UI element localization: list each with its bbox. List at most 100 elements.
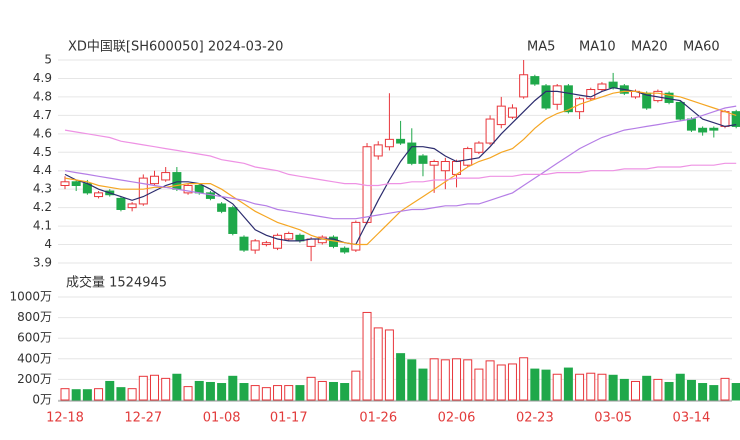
volume-bar bbox=[653, 378, 663, 401]
volume-bar bbox=[138, 375, 148, 401]
volume-bar bbox=[507, 363, 517, 401]
volume-bar bbox=[239, 383, 249, 401]
y-tick-label: 4.5 bbox=[33, 145, 52, 159]
volume-bar bbox=[474, 368, 484, 401]
legend-entry: MA60 bbox=[683, 40, 720, 55]
ma-line bbox=[64, 129, 737, 187]
volume-bar bbox=[217, 383, 227, 401]
y-tick-label: 400万 bbox=[17, 351, 52, 365]
chart-title: XD中国联[SH600050] 2024-03-20 bbox=[68, 40, 283, 55]
volume-bar bbox=[317, 380, 327, 401]
volume-bar bbox=[563, 367, 573, 401]
candle-body bbox=[172, 172, 182, 190]
legend-entry: MA10 bbox=[579, 40, 616, 55]
candle-body bbox=[250, 240, 260, 251]
candle-body bbox=[496, 105, 506, 126]
y-tick-label: 800万 bbox=[17, 310, 52, 324]
candle-body bbox=[384, 138, 394, 148]
y-tick-label: 4.6 bbox=[33, 126, 52, 140]
candle-body bbox=[429, 161, 439, 166]
candle-body bbox=[709, 127, 719, 131]
candle-body bbox=[194, 184, 204, 194]
volume-bar bbox=[82, 389, 92, 401]
y-tick-label: 0万 bbox=[32, 393, 52, 407]
candle-body bbox=[71, 181, 81, 186]
candle-body bbox=[541, 85, 551, 109]
volume-bar bbox=[94, 388, 104, 401]
candle-body bbox=[608, 81, 618, 89]
volume-bar bbox=[127, 388, 137, 401]
x-tick-label: 12-27 bbox=[124, 411, 162, 426]
volume-bar bbox=[205, 381, 215, 401]
x-tick-label: 03-14 bbox=[673, 411, 711, 426]
volume-bar bbox=[362, 311, 372, 401]
y-tick-label: 4.3 bbox=[33, 182, 52, 196]
candle-body bbox=[485, 118, 495, 144]
volume-bar bbox=[541, 369, 551, 401]
y-tick-label: 4.9 bbox=[33, 71, 52, 85]
y-tick-label: 4.1 bbox=[33, 219, 52, 233]
x-tick-label: 01-26 bbox=[359, 411, 397, 426]
volume-bar bbox=[485, 360, 495, 401]
candle-body bbox=[127, 203, 137, 209]
y-tick-label: 200万 bbox=[17, 372, 52, 386]
candle-body bbox=[507, 107, 517, 118]
volume-bar bbox=[60, 388, 70, 401]
candle-body bbox=[720, 111, 730, 127]
x-tick-label: 02-23 bbox=[516, 411, 554, 426]
volume-bar bbox=[351, 370, 361, 401]
volume-bar bbox=[295, 385, 305, 401]
candle-body bbox=[586, 89, 596, 100]
volume-bar bbox=[407, 359, 417, 401]
volume-bar bbox=[530, 368, 540, 401]
candle-body bbox=[519, 74, 529, 98]
volume-bar bbox=[373, 327, 383, 401]
y-tick-label: 3.9 bbox=[33, 256, 52, 270]
candle-body bbox=[239, 236, 249, 251]
candle-body bbox=[94, 192, 104, 198]
volume-bar bbox=[463, 359, 473, 401]
volume-bar bbox=[384, 329, 394, 401]
candle-body bbox=[563, 85, 573, 113]
ma-line bbox=[64, 105, 737, 220]
volume-bar bbox=[194, 380, 204, 401]
candle-body bbox=[351, 221, 361, 251]
candle-body bbox=[698, 127, 708, 133]
candle-body bbox=[161, 172, 171, 181]
y-tick-label: 4.7 bbox=[33, 108, 52, 122]
y-tick-label: 4.4 bbox=[33, 163, 52, 177]
candle-body bbox=[306, 238, 316, 247]
volume-bar bbox=[418, 368, 428, 401]
volume-bar bbox=[161, 377, 171, 401]
y-tick-label: 4.8 bbox=[33, 89, 52, 103]
volume-bar bbox=[664, 381, 674, 401]
volume-bar bbox=[116, 387, 126, 401]
candle-body bbox=[284, 232, 294, 240]
candle-body bbox=[217, 203, 227, 212]
volume-bar bbox=[575, 373, 585, 401]
volume-bar bbox=[586, 372, 596, 401]
candle-body bbox=[440, 161, 450, 172]
y-tick-label: 4 bbox=[44, 237, 52, 251]
volume-bar bbox=[642, 375, 652, 401]
x-tick-label: 03-05 bbox=[594, 411, 632, 426]
candle-body bbox=[261, 242, 271, 246]
y-tick-label: 600万 bbox=[17, 331, 52, 345]
candle-body bbox=[407, 142, 417, 164]
volume-bar bbox=[228, 375, 238, 401]
candle-body bbox=[373, 144, 383, 157]
x-tick-label: 01-08 bbox=[203, 411, 241, 426]
volume-bar bbox=[686, 379, 696, 401]
candle-body bbox=[731, 111, 740, 127]
ma-line bbox=[64, 87, 737, 246]
candle-body bbox=[575, 98, 585, 113]
volume-bar bbox=[519, 357, 529, 401]
volume-bar bbox=[709, 385, 719, 401]
volume-bar bbox=[250, 385, 260, 401]
candle-body bbox=[116, 197, 126, 210]
candle-body bbox=[138, 177, 148, 205]
volume-bar bbox=[608, 374, 618, 401]
y-tick-label: 5 bbox=[44, 53, 52, 67]
volume-bar bbox=[328, 381, 338, 401]
